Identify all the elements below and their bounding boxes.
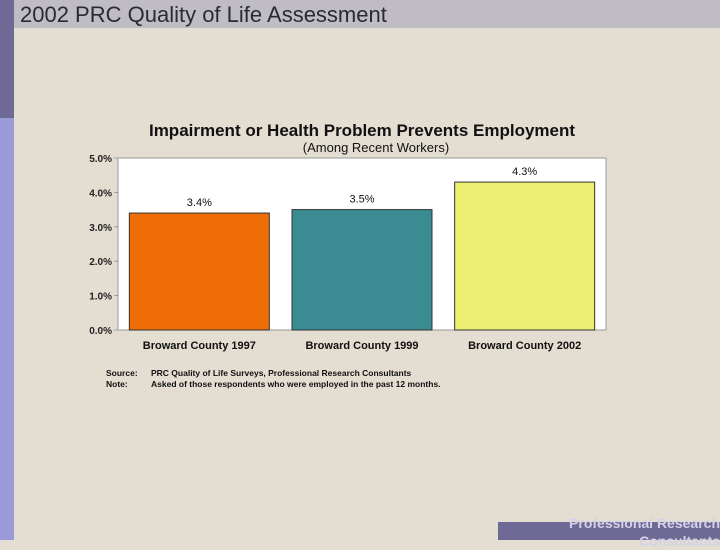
bar — [128, 212, 270, 331]
bar — [291, 209, 433, 331]
data-label: 4.3% — [512, 166, 537, 178]
slide-title: 2002 PRC Quality of Life Assessment — [20, 2, 387, 27]
footer-line-2: Consultants — [639, 533, 720, 549]
footer-band — [498, 522, 720, 540]
note-text: Asked of those respondents who were empl… — [151, 379, 441, 389]
note-key: Note: — [106, 379, 128, 389]
source-text: PRC Quality of Life Surveys, Professiona… — [151, 368, 412, 378]
chart-title: Impairment or Health Problem Prevents Em… — [149, 121, 575, 140]
x-tick-label: Broward County 1999 — [305, 340, 418, 352]
chart-subtitle: (Among Recent Workers) — [303, 140, 449, 155]
x-tick-label: Broward County 1997 — [143, 340, 256, 352]
chart-notes: Source: PRC Quality of Life Surveys, Prof… — [106, 368, 441, 390]
data-label: 3.4% — [187, 197, 212, 209]
y-tick-label: 4.0% — [89, 188, 112, 199]
y-tick-label: 1.0% — [89, 292, 112, 303]
y-tick-label: 2.0% — [89, 257, 112, 268]
y-tick-label: 0.0% — [89, 326, 112, 337]
y-tick-label: 5.0% — [89, 154, 112, 165]
x-tick-label: Broward County 2002 — [468, 340, 581, 352]
bar — [454, 181, 596, 331]
y-tick-label: 3.0% — [89, 223, 112, 234]
respondent-note: Note: Asked of those respondents who were… — [106, 379, 441, 390]
source-note: Source: PRC Quality of Life Surveys, Prof… — [106, 368, 441, 379]
footer-brand: Professional Research Consultants — [530, 514, 720, 550]
left-stripe-light — [0, 118, 14, 540]
title-band — [0, 0, 720, 28]
footer-line-1: Professional Research — [569, 515, 720, 531]
source-key: Source: — [106, 368, 138, 378]
data-label: 3.5% — [349, 194, 374, 206]
left-stripe-dark — [0, 0, 14, 118]
